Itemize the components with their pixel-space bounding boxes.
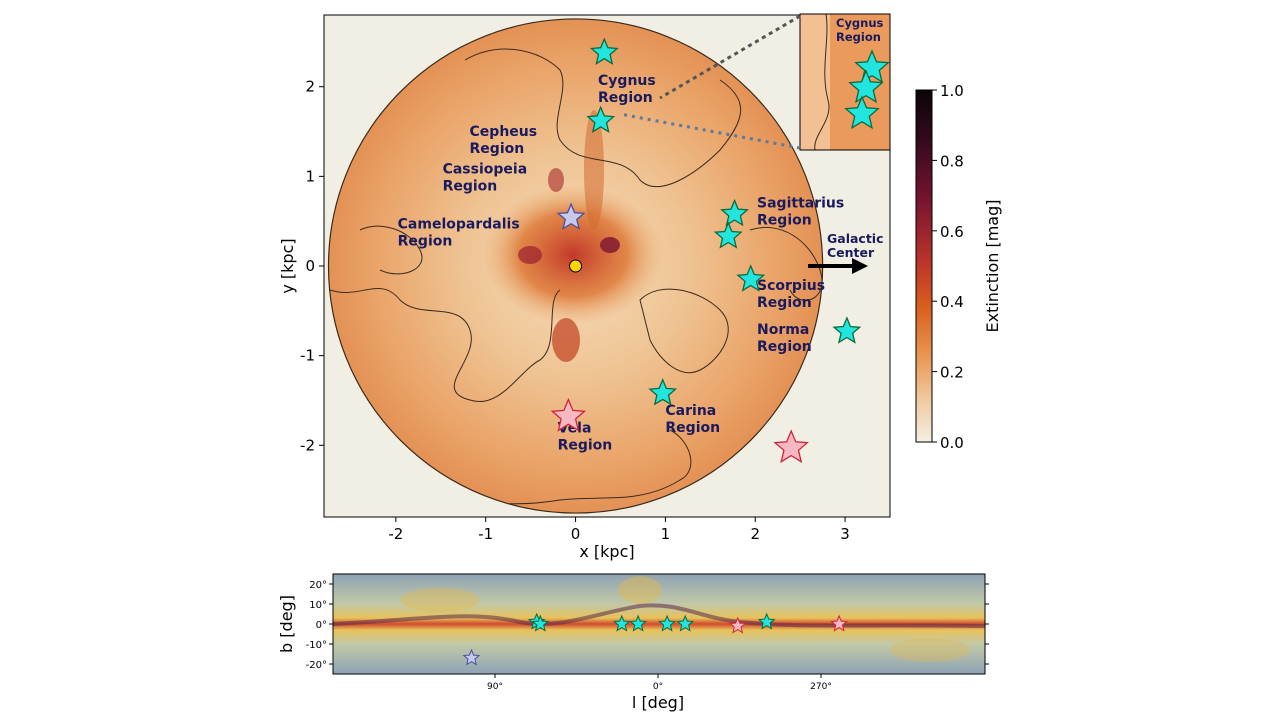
inset-connector-bottom (619, 112, 801, 150)
dust-clump (518, 246, 542, 264)
main-chart: Galactic Center -2 -1 0 1 2 3 -2 -1 0 1 2 Cygnus Reg… (278, 14, 891, 561)
sky-y-tick-label: 0° (316, 620, 327, 631)
x-tick-label: 2 (750, 525, 760, 543)
sky-star-pink (728, 616, 747, 634)
cloud-feature (890, 638, 970, 662)
x-axis-label: x [kpc] (579, 542, 634, 561)
sky-x-label: l [deg] (632, 693, 684, 712)
dust-clump (552, 318, 580, 362)
colorbar-ticks: 0.0 0.2 0.4 0.6 0.8 1.0 (932, 82, 964, 452)
sky-x-tick-label: 0° (653, 682, 663, 692)
sky-chart: 20° 10° 0° -10° -20° 90° 0° 270° l [deg] b [deg… (277, 573, 989, 712)
y-axis-label: y [kpc] (278, 238, 297, 293)
sun-marker (569, 259, 583, 273)
x-tick-label: 1 (661, 525, 671, 543)
sky-stars (462, 612, 848, 666)
inset-cygnus: Cygnus Region (619, 13, 891, 151)
cloud-feature (618, 576, 662, 604)
dust-lane (332, 603, 986, 628)
cloud-feature (400, 588, 480, 612)
sky-x-tick-label: 270° (810, 682, 832, 692)
colorbar: 0.0 0.2 0.4 0.6 0.8 1.0 Extinction [mag] (915, 82, 1002, 452)
y-tick-label: 0 (305, 257, 315, 275)
contour-line (464, 48, 742, 187)
x-tick-label: 3 (840, 525, 850, 543)
sky-star-cyan (629, 614, 647, 632)
region-label: Scorpius Region (757, 278, 825, 311)
sky-y-tick-label: -10° (306, 640, 327, 651)
colorbar-tick-label: 0.0 (940, 434, 964, 452)
y-tick-label: 1 (305, 167, 315, 185)
x-tick-label: 0 (571, 525, 581, 543)
colorbar-tick-label: 0.6 (940, 223, 964, 241)
inset-stars (844, 49, 890, 130)
star-marker-cyan (586, 105, 616, 134)
dust-clump (600, 237, 620, 253)
colorbar-tick-label: 0.4 (940, 293, 964, 311)
dust-clump (548, 168, 564, 192)
sky-star-cyan (757, 612, 776, 630)
sky-axes: 20° 10° 0° -10° -20° 90° 0° 270° (306, 580, 989, 692)
contour-line (639, 288, 729, 374)
sky-y-label: b [deg] (277, 595, 296, 653)
sky-y-tick-label: 20° (309, 580, 327, 591)
sky-star-cyan (658, 614, 676, 632)
contour-line (749, 226, 823, 301)
inset-star (844, 95, 880, 130)
colorbar-tick-label: 0.2 (940, 364, 964, 382)
contour-line (329, 288, 561, 403)
inset-label: Cygnus Region (836, 16, 884, 44)
star-marker-pink (550, 397, 587, 432)
star-marker-cyan (720, 198, 749, 227)
dust-filament (584, 110, 604, 230)
star-marker-cyan (713, 221, 743, 249)
galactic-center-label: Galactic Center (827, 231, 884, 260)
star-marker-pink (773, 429, 809, 464)
dust-core (483, 185, 663, 325)
star-marker-cyan (736, 264, 766, 292)
colorbar-gradient (915, 89, 933, 443)
region-label: Cepheus Region (470, 124, 538, 157)
inset-frame (799, 13, 891, 151)
inset-star (848, 69, 884, 104)
region-label: Carina Region (665, 403, 720, 436)
sky-star-cyan (612, 614, 631, 632)
star-marker-lavender (556, 202, 586, 230)
main-stars (550, 37, 862, 464)
inset-connector-top (659, 14, 801, 100)
star-marker-cyan (832, 316, 862, 344)
inset-contour (814, 13, 830, 151)
star-marker-cyan (648, 378, 678, 406)
region-label: Cygnus Region (598, 73, 656, 106)
main-axes: -2 -1 0 1 2 3 -2 -1 0 1 2 (300, 78, 850, 543)
region-label: Sagittarius Region (757, 196, 844, 229)
region-labels: Cygnus Region Cepheus Region Cassiopeia Regio… (398, 73, 845, 454)
colorbar-label: Extinction [mag] (983, 200, 1002, 333)
sky-star-lavender (462, 648, 481, 666)
region-label: Camelopardalis Region (398, 216, 520, 249)
y-tick-label: -2 (300, 436, 315, 454)
x-tick-label: -2 (388, 525, 403, 543)
sky-star-cyan (531, 614, 550, 632)
sky-star-pink (830, 614, 848, 632)
y-tick-label: -1 (300, 347, 315, 365)
colorbar-tick-label: 0.8 (940, 152, 964, 170)
sky-star-cyan (676, 614, 695, 632)
y-tick-label: 2 (305, 78, 315, 96)
sky-x-tick-label: 90° (487, 682, 503, 692)
x-tick-label: -1 (478, 525, 493, 543)
region-label: Cassiopeia Region (443, 162, 528, 195)
sky-y-tick-label: -20° (306, 660, 327, 671)
colorbar-tick-label: 1.0 (940, 82, 964, 100)
star-marker-cyan (589, 37, 619, 65)
sky-y-tick-label: 10° (309, 600, 327, 611)
inset-star (854, 49, 890, 84)
region-label: Norma Region (757, 322, 812, 355)
galactic-center-arrowhead (852, 258, 868, 274)
contour-line (359, 225, 423, 275)
